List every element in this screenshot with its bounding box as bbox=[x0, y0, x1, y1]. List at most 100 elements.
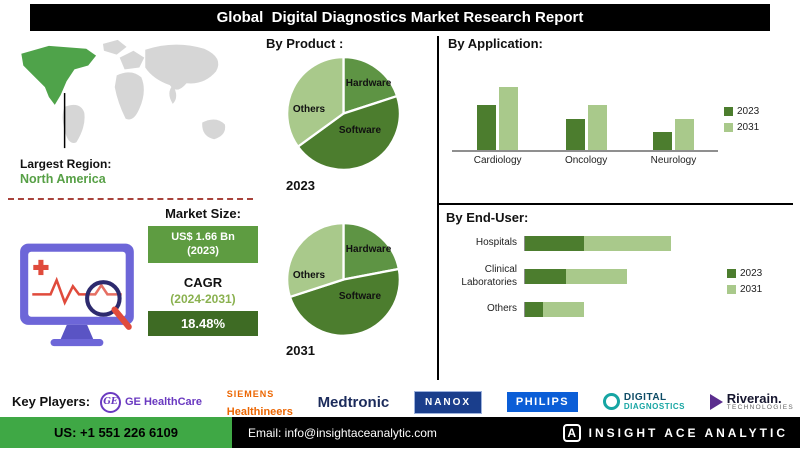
legend-label: 2023 bbox=[740, 268, 763, 279]
legend-item-2031: 2031 bbox=[727, 284, 762, 295]
email-address: Email: info@insightaceanalytic.com bbox=[248, 425, 437, 440]
end-user-chart: Hospitals Clinical Laboratories Others bbox=[446, 236, 722, 330]
pie-svg-2031 bbox=[286, 222, 401, 337]
monitor-base bbox=[50, 339, 104, 347]
hbar-category-label: Others bbox=[486, 303, 517, 315]
section-by-end-user: By End-User: bbox=[446, 210, 529, 225]
bar-2023-oncology bbox=[565, 118, 585, 150]
logo-riverain: Riverain. TECHNOLOGIES bbox=[709, 390, 794, 412]
logo-digital-diagnostics: DIGITAL DIAGNOSTICS bbox=[602, 392, 685, 412]
market-size-amount: US$ 1.66 Bn bbox=[171, 231, 235, 243]
bar-2031-neurology bbox=[674, 118, 694, 150]
riverain-arrow-icon bbox=[709, 393, 723, 410]
hbar-track bbox=[524, 236, 722, 251]
bar-pair bbox=[477, 58, 519, 150]
bar-group-neurology: Neurology bbox=[651, 58, 696, 166]
pie-label-hardware: Hardware bbox=[345, 243, 392, 255]
report-title-bar: Global Digital Diagnostics Market Resear… bbox=[30, 4, 770, 31]
ge-monogram-icon: GE bbox=[100, 391, 121, 413]
map-south-america bbox=[62, 104, 85, 143]
world-map-svg bbox=[21, 39, 226, 149]
footer-bar: US: +1 551 226 6109 Email: info@insighta… bbox=[0, 417, 800, 448]
bar-pair bbox=[652, 58, 694, 150]
nanox-name: NANOX bbox=[413, 390, 483, 414]
pie-chart-2023: Hardware Software Others bbox=[286, 56, 401, 171]
cagr-label: CAGR bbox=[183, 274, 223, 290]
horizontal-divider bbox=[437, 203, 793, 205]
legend-swatch bbox=[727, 269, 736, 278]
magnifier-icon bbox=[85, 280, 122, 317]
market-size-year: (2023) bbox=[187, 245, 219, 258]
key-players-row: GE GE HealthCare SIEMENS Healthineers Me… bbox=[100, 385, 794, 419]
philips-name: PHILIPS bbox=[506, 392, 579, 412]
hbar-row-others: Others bbox=[446, 302, 722, 317]
vertical-divider bbox=[437, 36, 439, 380]
bar-pair bbox=[565, 58, 607, 150]
hbar-row-clinical-laboratories: Clinical Laboratories bbox=[446, 264, 722, 289]
pie-label-software: Software bbox=[338, 291, 382, 302]
x-axis-line bbox=[452, 150, 718, 152]
bar-category-label: Oncology bbox=[564, 155, 608, 166]
phone-number: US: +1 551 226 6109 bbox=[0, 417, 232, 448]
bar-2023-clinical-laboratories bbox=[525, 269, 567, 284]
section-by-product: By Product : bbox=[266, 36, 344, 51]
pie-year-label-2031: 2031 bbox=[286, 343, 315, 358]
legend-item-2023: 2023 bbox=[727, 268, 762, 279]
pie-slice-others bbox=[286, 56, 345, 149]
riverain-sub: TECHNOLOGIES bbox=[726, 404, 794, 412]
legend-item-2023: 2023 bbox=[724, 106, 759, 117]
pie-slice-software bbox=[296, 94, 401, 171]
market-stats: Market Size: US$ 1.66 Bn (2023) CAGR (20… bbox=[148, 206, 258, 336]
legend-swatch bbox=[724, 123, 733, 132]
legend-label: 2031 bbox=[737, 122, 760, 133]
pie-svg-2023 bbox=[286, 56, 401, 171]
magnifier-handle bbox=[111, 306, 132, 330]
hbar-track bbox=[524, 269, 722, 284]
world-map bbox=[8, 36, 252, 154]
riverain-name: Riverain. bbox=[726, 390, 782, 406]
legend-swatch bbox=[724, 107, 733, 116]
siemens-line2: Healthineers bbox=[226, 406, 293, 418]
legend-item-2031: 2031 bbox=[724, 122, 759, 133]
map-greenland bbox=[102, 39, 127, 55]
pie-year-label-2023: 2023 bbox=[286, 178, 315, 193]
monitor-stand bbox=[60, 324, 94, 340]
insightace-logo-icon: A bbox=[562, 423, 581, 442]
diagnostics-illustration bbox=[14, 238, 146, 368]
section-by-application: By Application: bbox=[448, 36, 543, 51]
market-size-label: Market Size: bbox=[165, 206, 241, 221]
pie-label-others: Others bbox=[292, 270, 326, 282]
application-chart: Cardiology Oncology Neurology bbox=[452, 58, 718, 170]
logo-philips: PHILIPS bbox=[506, 392, 579, 412]
bar-2023-others bbox=[525, 302, 543, 317]
pie-slice-hardware bbox=[342, 222, 401, 281]
bar-group-cardiology: Cardiology bbox=[474, 58, 522, 166]
pie-label-hardware: Hardware bbox=[345, 77, 392, 89]
logo-ge-healthcare: GE GE HealthCare bbox=[100, 391, 202, 413]
bar-2031-oncology bbox=[587, 104, 607, 150]
map-africa bbox=[114, 72, 144, 120]
brand-lockup: A INSIGHT ACE ANALYTIC bbox=[562, 417, 788, 448]
hbar-category-label: Clinical Laboratories bbox=[461, 264, 517, 288]
bar-2023-neurology bbox=[652, 131, 672, 150]
brand-name: INSIGHT ACE ANALYTIC bbox=[588, 425, 788, 440]
legend-label: 2023 bbox=[737, 106, 760, 117]
pie-chart-2031: Hardware Software Others bbox=[286, 222, 401, 337]
legend-label: 2031 bbox=[740, 284, 763, 295]
siemens-line1: SIEMENS bbox=[226, 389, 275, 400]
bar-2023-hospitals bbox=[525, 236, 585, 251]
report-title: Global Digital Diagnostics Market Resear… bbox=[216, 9, 584, 26]
largest-region-value: North America bbox=[20, 172, 106, 186]
hbar-row-hospitals: Hospitals bbox=[446, 236, 722, 251]
hbar-category-label: Hospitals bbox=[475, 237, 517, 249]
map-australia bbox=[202, 119, 226, 140]
map-north-america bbox=[21, 45, 97, 105]
legend-swatch bbox=[727, 285, 736, 294]
bar-category-label: Cardiology bbox=[473, 155, 522, 166]
digital-diagnostics-icon bbox=[602, 393, 620, 411]
key-players-label: Key Players: bbox=[12, 394, 91, 409]
cagr-value: 18.48% bbox=[148, 310, 258, 336]
largest-region-label: Largest Region: bbox=[20, 157, 112, 171]
market-size-value: US$ 1.66 Bn (2023) bbox=[148, 226, 258, 263]
application-bars: Cardiology Oncology Neurology bbox=[452, 58, 718, 166]
